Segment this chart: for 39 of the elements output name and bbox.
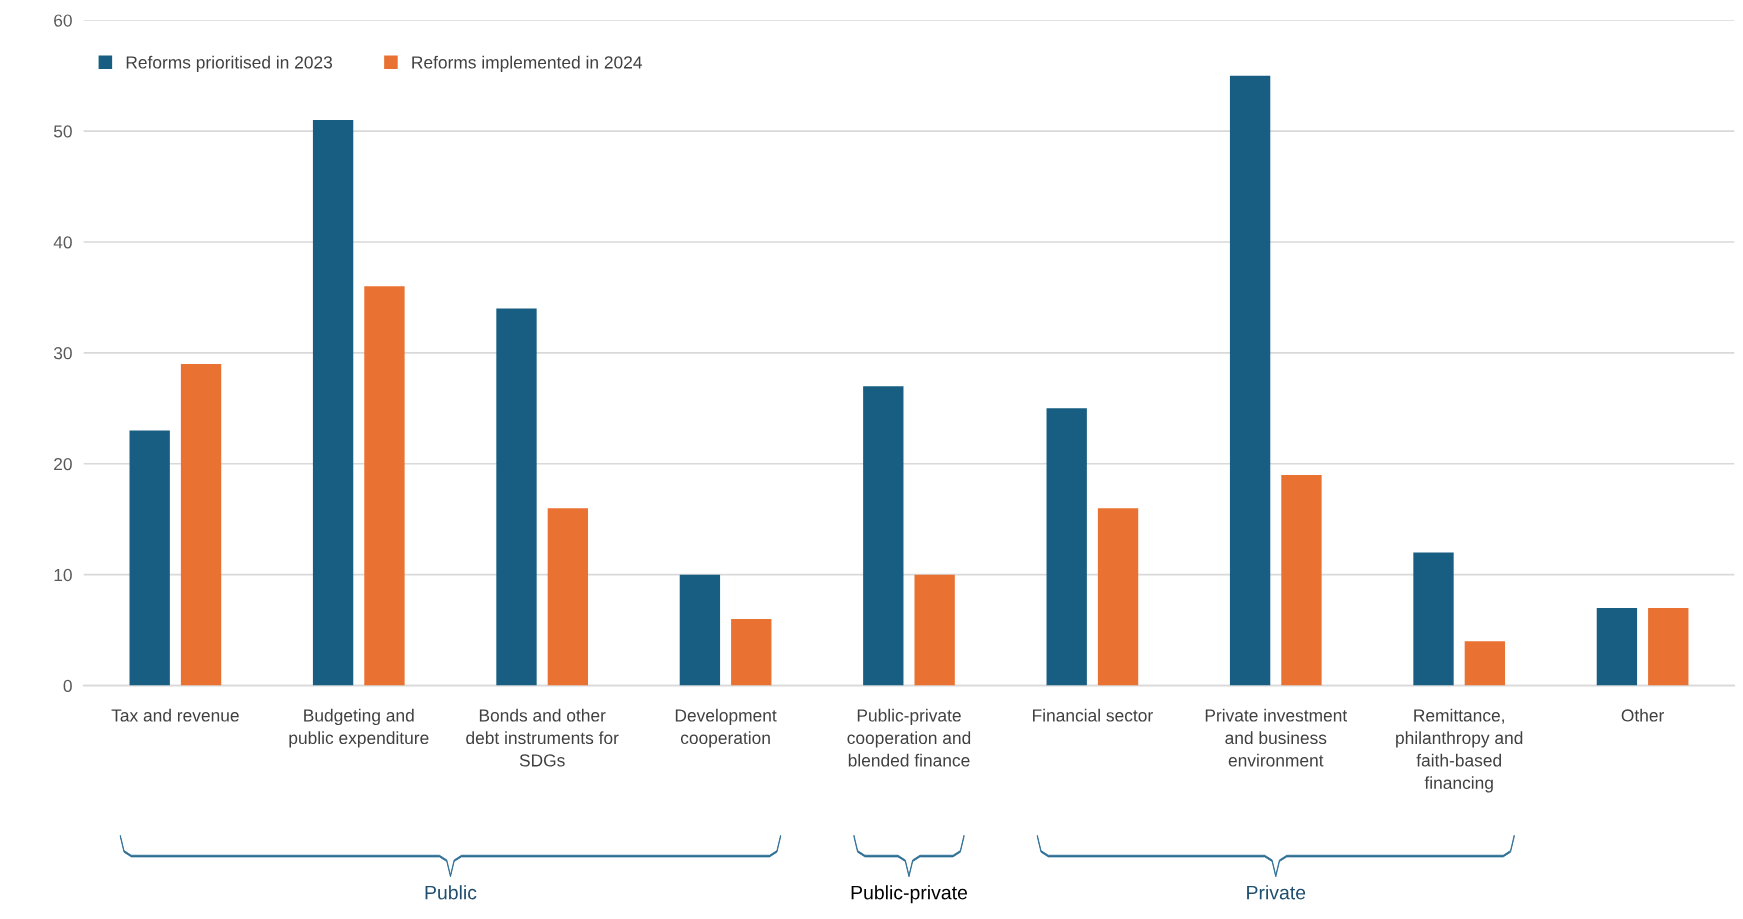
- x-tick-label: Other: [1621, 708, 1665, 722]
- bar: [1097, 508, 1139, 686]
- bar: [1596, 607, 1638, 686]
- y-tick-label: 50: [53, 125, 72, 138]
- y-tick-label: 0: [63, 679, 72, 693]
- legend-label: Reforms implemented in 2024: [412, 55, 642, 72]
- x-tick-label: Remittance, philanthropy and faith-based financing: [1396, 708, 1523, 793]
- bar: [1464, 641, 1506, 686]
- bar: [1281, 474, 1322, 686]
- bar: [914, 574, 955, 686]
- bar: [679, 574, 721, 686]
- bar: [496, 308, 537, 686]
- bar: [1046, 408, 1087, 686]
- x-tick-label: Public-private cooperation and blended finance: [847, 708, 971, 767]
- bar: [180, 363, 222, 686]
- x-tick-label: Tax and revenue: [111, 708, 239, 722]
- text: Private: [1247, 885, 1306, 900]
- bar: [312, 120, 354, 686]
- legend-label: Reforms prioritised in 2023: [126, 55, 333, 72]
- x-tick-label: Bonds and other debt instruments for SDGs: [466, 708, 619, 767]
- x-tick-label: Financial sector: [1033, 708, 1153, 722]
- x-tick-label: Development cooperation: [675, 708, 777, 748]
- bar: [1413, 552, 1454, 686]
- y-tick-label: 10: [54, 568, 72, 582]
- bar: [547, 508, 589, 686]
- text: Public: [425, 885, 477, 900]
- x-tick-label: Private investment and business environment: [1205, 708, 1348, 767]
- y-tick-label: 60: [54, 14, 72, 27]
- bar: [129, 430, 170, 686]
- x-tick-label: Budgeting and public expenditure: [289, 708, 429, 748]
- y-tick-label: 40: [53, 236, 72, 249]
- y-tick-label: 30: [53, 347, 72, 360]
- bar: [731, 619, 772, 686]
- text: Public-private: [851, 885, 968, 904]
- bar: [1229, 75, 1271, 686]
- bar: [364, 286, 405, 686]
- bar: [1648, 607, 1689, 686]
- bar: [863, 386, 904, 686]
- y-tick-label: 20: [54, 457, 72, 471]
